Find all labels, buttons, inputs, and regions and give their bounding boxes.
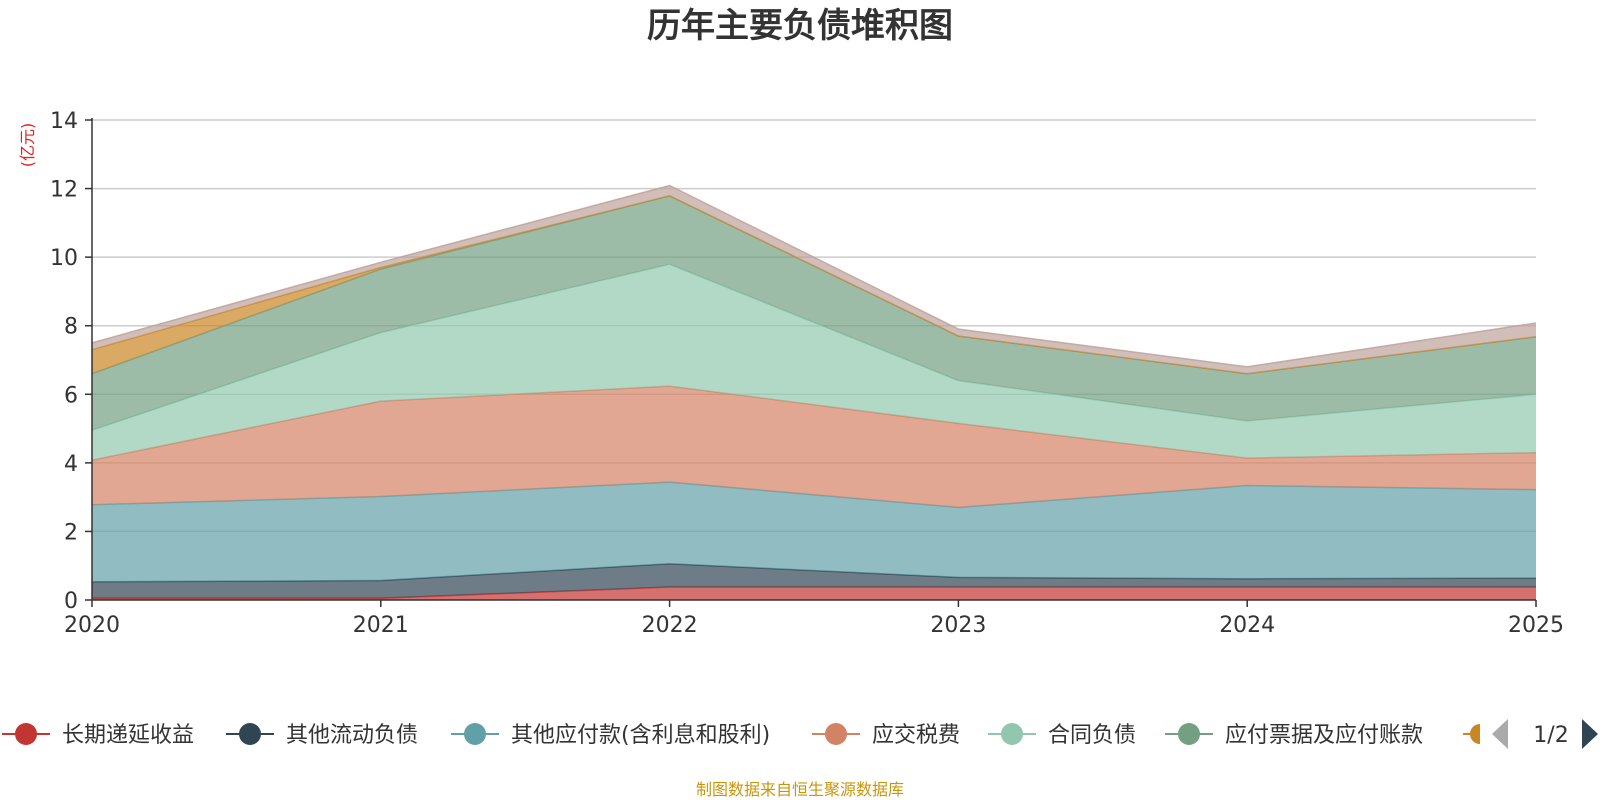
legend-marker	[15, 723, 37, 745]
legend-label: 其他流动负债	[286, 723, 418, 748]
legend-item[interactable]: 其他流动负债	[226, 723, 418, 748]
legend-next-page-icon[interactable]	[1582, 719, 1598, 749]
x-tick-label: 2020	[64, 613, 120, 638]
x-tick-label: 2024	[1219, 613, 1275, 638]
y-tick-label: 14	[50, 109, 78, 134]
legend-marker	[1001, 723, 1023, 745]
x-tick-label: 2023	[930, 613, 986, 638]
axes: 0 2 4 6 8 10 12 14 2020 2021 2022 2023 2024 2025	[50, 109, 1564, 638]
legend-marker	[825, 723, 847, 745]
y-axis-unit-label: (亿元)	[18, 123, 37, 168]
x-tick-label: 2021	[353, 613, 409, 638]
legend-marker	[239, 723, 261, 745]
legend-item-clipped	[1463, 724, 1480, 744]
legend-label: 合同负债	[1048, 723, 1136, 748]
chart-title: 历年主要负债堆积图	[647, 6, 953, 46]
legend: 长期递延收益 其他流动负债 其他应付款(含利息和股利) 应交税费 合同负债 应付票据及应付…	[2, 719, 1598, 749]
legend-marker	[1470, 724, 1480, 744]
y-tick-label: 4	[64, 452, 78, 477]
legend-label: 长期递延收益	[62, 723, 194, 748]
area-series-3	[92, 482, 1536, 582]
x-tick-label: 2022	[642, 613, 698, 638]
area-series-8	[92, 185, 1536, 374]
area-series-4	[92, 386, 1536, 508]
y-tick-label: 2	[64, 520, 78, 545]
legend-label: 应交税费	[872, 723, 960, 748]
legend-item[interactable]: 合同负债	[988, 723, 1136, 748]
legend-item[interactable]: 其他应付款(含利息和股利)	[451, 723, 770, 748]
y-tick-label: 8	[64, 315, 78, 340]
source-note: 制图数据来自恒生聚源数据库	[696, 780, 904, 799]
y-tick-label: 6	[64, 383, 78, 408]
x-tick-label: 2025	[1508, 613, 1564, 638]
y-tick-label: 0	[64, 589, 78, 614]
area-series-2	[92, 563, 1536, 599]
legend-label: 应付票据及应付账款	[1225, 723, 1423, 748]
legend-marker	[464, 723, 486, 745]
area-series-edge-8	[91, 184, 1537, 368]
legend-item[interactable]: 应交税费	[812, 723, 960, 748]
area-series-1	[92, 587, 1536, 600]
legend-item[interactable]: 应付票据及应付账款	[1165, 723, 1423, 748]
legend-page-indicator: 1/2	[1533, 723, 1568, 748]
legend-marker	[1178, 723, 1200, 745]
y-tick-label: 10	[50, 246, 78, 271]
legend-label: 其他应付款(含利息和股利)	[511, 723, 770, 748]
area-series-6	[92, 195, 1536, 431]
series-areas	[91, 184, 1537, 600]
legend-prev-page-icon[interactable]	[1492, 719, 1508, 749]
y-tick-label: 12	[50, 178, 78, 203]
legend-item[interactable]: 长期递延收益	[2, 723, 194, 748]
